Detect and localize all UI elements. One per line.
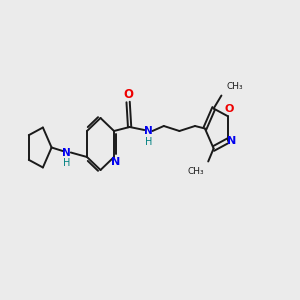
Text: O: O (225, 104, 234, 114)
Text: N: N (144, 126, 153, 136)
Text: CH₃: CH₃ (226, 82, 243, 91)
Text: N: N (111, 157, 120, 167)
Text: N: N (62, 148, 71, 158)
Text: CH₃: CH₃ (188, 167, 204, 176)
Text: H: H (145, 137, 152, 147)
Text: O: O (123, 88, 133, 101)
Text: N: N (227, 136, 236, 146)
Text: H: H (63, 158, 70, 169)
